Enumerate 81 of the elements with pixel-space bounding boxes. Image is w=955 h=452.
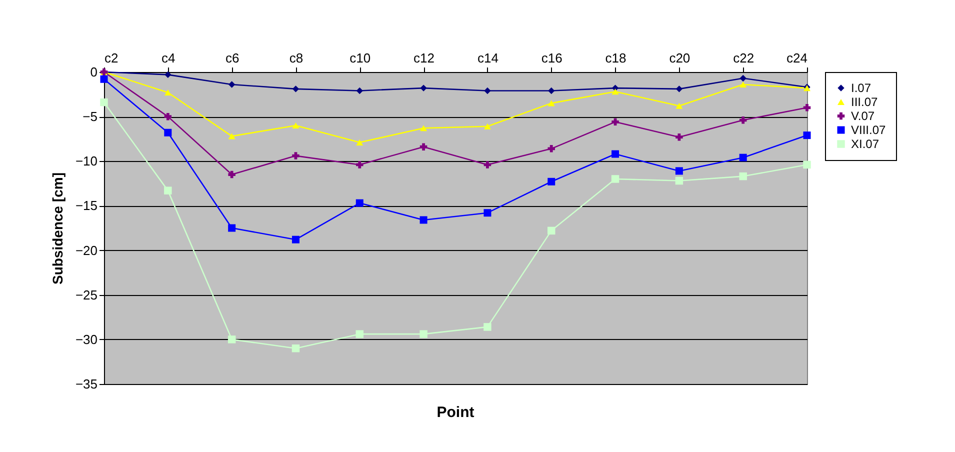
x-tick-label: c6 <box>225 50 240 66</box>
point <box>740 74 746 82</box>
point <box>484 123 491 130</box>
point <box>292 152 300 160</box>
point <box>228 224 236 232</box>
point <box>484 209 492 217</box>
x-tick-label: c8 <box>289 50 304 66</box>
point <box>547 226 556 235</box>
point <box>739 172 747 180</box>
point <box>292 236 300 244</box>
x-tick-label: c20 <box>669 50 690 66</box>
legend-label: XI.07 <box>851 137 880 151</box>
y-tick-label: −35 <box>75 376 98 392</box>
y-tick-label: 0 <box>90 64 98 80</box>
point <box>612 88 619 95</box>
point <box>228 133 236 140</box>
point <box>164 128 172 136</box>
point <box>484 87 491 94</box>
point <box>100 75 108 83</box>
x-tick-label: c18 <box>605 50 626 66</box>
point <box>676 133 683 141</box>
x-axis-title: Point <box>436 404 474 421</box>
point <box>612 150 620 158</box>
point <box>100 98 108 106</box>
point <box>164 89 172 96</box>
y-tick-label: −25 <box>75 287 98 302</box>
point <box>420 143 428 151</box>
x-tick-label: c24 <box>786 50 808 66</box>
legend-label: I.07 <box>851 81 872 95</box>
point <box>292 344 300 352</box>
point <box>548 87 555 94</box>
x-tick-label: c22 <box>733 50 754 66</box>
point <box>356 161 364 168</box>
point <box>675 167 683 175</box>
point <box>676 102 683 109</box>
point <box>420 330 428 338</box>
point <box>356 139 364 146</box>
point <box>228 81 236 88</box>
point <box>292 122 300 129</box>
y-tick-label: −30 <box>75 332 98 347</box>
point <box>420 125 428 132</box>
point <box>356 199 364 207</box>
y-tick-label: −15 <box>75 198 98 214</box>
point <box>164 186 172 194</box>
point <box>675 176 684 185</box>
y-tick-label: −20 <box>75 242 98 258</box>
point <box>612 118 619 126</box>
y-tick-label: −10 <box>75 154 98 169</box>
point <box>739 116 747 124</box>
point <box>676 86 683 92</box>
y-tick-label: −5 <box>82 109 98 124</box>
x-tick-label: c12 <box>414 50 435 66</box>
point <box>292 86 300 92</box>
point <box>164 112 172 120</box>
point <box>803 160 811 169</box>
x-tick-label: c4 <box>162 50 176 66</box>
point <box>548 178 556 186</box>
point <box>740 81 747 88</box>
point <box>803 104 811 112</box>
x-tick-label: c16 <box>541 50 562 66</box>
point <box>164 71 172 78</box>
legend-label: III.07 <box>851 95 878 109</box>
point <box>739 154 747 162</box>
legend-label: V.07 <box>851 109 875 123</box>
point <box>356 87 363 94</box>
x-tick-label: c2 <box>104 50 118 66</box>
x-tick-label: c14 <box>477 50 498 66</box>
point <box>611 175 620 183</box>
point <box>228 336 236 344</box>
point <box>548 100 555 106</box>
point <box>803 132 811 140</box>
point <box>484 161 492 168</box>
point <box>228 170 236 178</box>
point <box>484 323 492 331</box>
point <box>420 216 428 224</box>
x-tick-label: c10 <box>350 50 371 66</box>
point <box>548 145 555 152</box>
y-axis-title: Subsidence [cm] <box>49 172 66 285</box>
point <box>356 330 364 338</box>
legend-label: VIII.07 <box>851 123 886 137</box>
point <box>420 84 427 92</box>
